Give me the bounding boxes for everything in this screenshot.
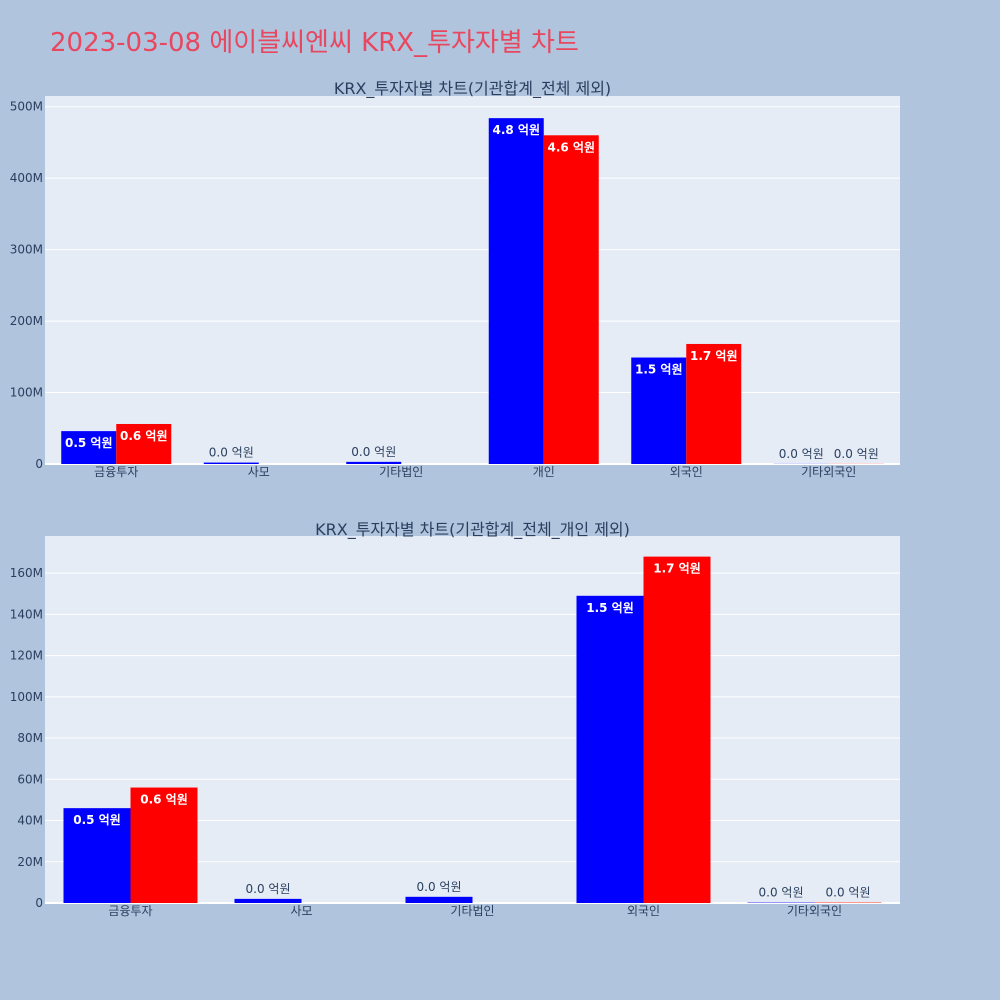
chart1-bar-series1 xyxy=(61,431,117,464)
chart1-data-label: 4.8 억원 xyxy=(492,123,540,137)
chart2-data-label: 0.0 억원 xyxy=(826,886,871,900)
chart1-bar-series1 xyxy=(631,357,687,464)
chart1-data-label: 1.5 억원 xyxy=(635,363,683,377)
chart1-y-tick-label: 300M xyxy=(10,243,43,257)
chart1-x-tick-label: 외국인 xyxy=(670,465,703,479)
chart1-bar-series2 xyxy=(686,343,742,464)
chart1-bar-series1 xyxy=(488,118,544,464)
chart2-bar-series1 xyxy=(405,896,473,903)
chart2-data-label: 0.0 억원 xyxy=(417,880,462,894)
chart1-data-label: 0.0 억원 xyxy=(209,446,254,460)
page-title: 2023-03-08 에이블씨엔씨 KRX_투자자별 차트 xyxy=(50,28,579,58)
chart2-bar-series1 xyxy=(234,898,302,903)
chart2-data-label: 0.6 억원 xyxy=(140,793,188,807)
chart1-data-label: 0.0 억원 xyxy=(834,447,879,461)
chart2-y-tick-label: 140M xyxy=(10,607,43,621)
chart2-y-tick-label: 80M xyxy=(17,731,43,745)
chart2-y-tick-label: 20M xyxy=(17,855,43,869)
chart1-title: KRX_투자자별 차트(기관합계_전체 제외) xyxy=(334,79,611,99)
chart2-data-label: 0.0 억원 xyxy=(246,882,291,896)
chart2-x-tick-label: 기타외국인 xyxy=(787,904,842,918)
chart2-x-tick-label: 기타법인 xyxy=(450,904,494,918)
chart2-x-tick-label: 사모 xyxy=(290,904,312,918)
chart2-data-label: 0.0 억원 xyxy=(759,886,804,900)
chart2-y-tick-label: 0 xyxy=(35,896,43,910)
chart2-x-tick-label: 금융투자 xyxy=(108,904,152,918)
chart2-y-tick-label: 160M xyxy=(10,566,43,580)
chart1-plot-area xyxy=(45,96,900,464)
chart2-title: KRX_투자자별 차트(기관합계_전체_개인 제외) xyxy=(315,520,630,540)
chart1-x-tick-label: 기타외국인 xyxy=(801,465,856,479)
chart2-data-label: 1.5 억원 xyxy=(586,601,634,615)
chart1-data-label: 0.5 억원 xyxy=(65,436,113,450)
chart1-bar-series1 xyxy=(203,462,259,464)
chart1-y-tick-label: 500M xyxy=(10,100,43,114)
chart2-x-tick-label: 외국인 xyxy=(627,904,660,918)
chart2-data-label: 1.7 억원 xyxy=(653,562,701,576)
chart1-x-tick-label: 기타법인 xyxy=(379,465,423,479)
chart1-x-tick-label: 금융투자 xyxy=(94,465,138,479)
chart2-y-tick-label: 60M xyxy=(17,772,43,786)
chart1-y-tick-label: 400M xyxy=(10,171,43,185)
chart2-y-tick-label: 40M xyxy=(17,814,43,828)
chart2-data-label: 0.5 억원 xyxy=(73,813,121,827)
chart2-bar-series2 xyxy=(130,787,198,903)
chart2-bar-series1 xyxy=(576,595,644,903)
chart1-x-tick-label: 개인 xyxy=(533,465,555,479)
chart1-y-tick-label: 100M xyxy=(10,386,43,400)
chart1-data-label: 4.6 억원 xyxy=(547,140,595,154)
chart1-data-label: 0.6 억원 xyxy=(120,429,168,443)
chart1-bar-series2 xyxy=(116,423,172,464)
chart1-x-tick-label: 사모 xyxy=(248,465,270,479)
chart2-bar-series1 xyxy=(63,808,131,903)
chart1-data-label: 0.0 억원 xyxy=(351,445,396,459)
chart2-y-tick-label: 100M xyxy=(10,690,43,704)
chart1-y-tick-label: 200M xyxy=(10,314,43,328)
chart1-data-label: 1.7 억원 xyxy=(690,349,738,363)
chart1-data-label: 0.0 억원 xyxy=(779,447,824,461)
chart2-y-tick-label: 120M xyxy=(10,649,43,663)
chart1-bar-series2 xyxy=(543,135,599,464)
chart1-bar-series1 xyxy=(346,461,402,464)
chart2-bar-series2 xyxy=(643,556,711,903)
chart1-y-tick-label: 0 xyxy=(35,457,43,471)
